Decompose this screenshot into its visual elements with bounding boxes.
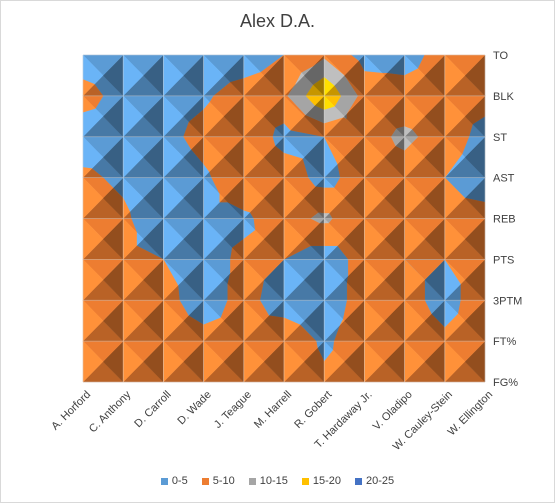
y-tick-label: AST [493, 173, 515, 185]
y-tick-label: PTS [493, 254, 514, 266]
legend-item: 20-25 [355, 475, 394, 487]
x-tick-label: D. Wade [175, 389, 213, 427]
legend-swatch [248, 477, 256, 485]
legend-item: 0-5 [160, 475, 188, 487]
legend-label: 20-25 [366, 475, 395, 487]
contour-band-5-10 [219, 193, 224, 203]
y-tick-label: BLK [493, 91, 514, 103]
y-tick-label: 3PTM [493, 295, 522, 307]
y-tick-label: FG% [493, 377, 518, 389]
chart-title: Alex D.A. [239, 11, 316, 31]
legend-label: 5-10 [212, 475, 235, 487]
x-tick-label: M. Harrell [252, 389, 294, 431]
legend-swatch [201, 477, 209, 485]
legend-label: 0-5 [171, 475, 188, 487]
x-tick-label: D. Carroll [132, 389, 173, 430]
legend-swatch [355, 477, 363, 485]
contour-band-10-15 [295, 72, 305, 85]
legend-item: 15-20 [301, 475, 342, 487]
legend-label: 15-20 [312, 475, 342, 487]
y-tick-label: ST [493, 132, 507, 144]
legend: 0-5 5-10 10-15 15-20 20-25 [1, 475, 554, 487]
x-tick-label: R. Gobert [292, 389, 334, 431]
contour-band-5-10 [340, 319, 345, 325]
legend-item: 10-15 [248, 475, 288, 487]
gridlines [82, 54, 486, 383]
legend-label: 10-15 [259, 475, 288, 487]
legend-swatch [160, 477, 168, 485]
y-tick-label: TO [493, 50, 509, 62]
x-tick-label: C. Anthony [87, 388, 134, 435]
y-tick-label: REB [493, 214, 516, 226]
legend-swatch [301, 477, 309, 485]
x-tick-label: J. Teague [212, 389, 254, 431]
legend-item: 5-10 [201, 475, 235, 487]
contour-band-5-10 [324, 136, 345, 165]
contour-band-5-10 [444, 259, 466, 285]
y-axis-labels: FG% FT% 3PTM PTS REB AST ST BLK TO [493, 50, 522, 389]
y-tick-label: FT% [493, 336, 516, 348]
